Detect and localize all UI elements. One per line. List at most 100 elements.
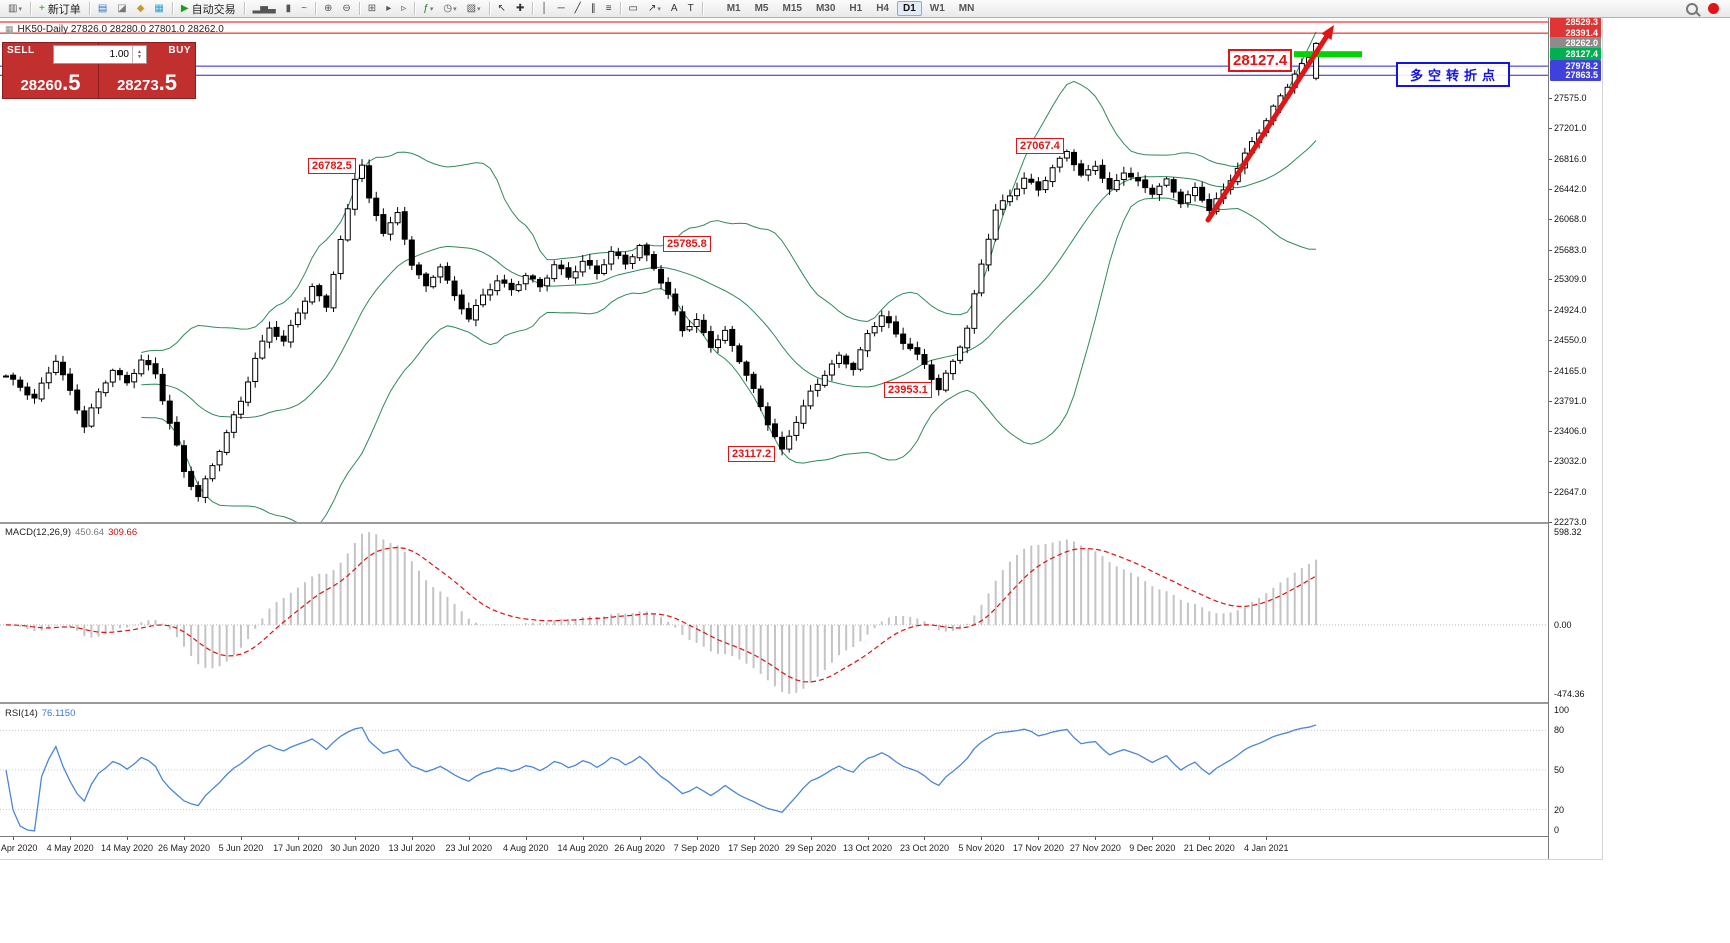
toolbar-separator (619, 2, 621, 15)
price-tick: 26442.0 (1554, 183, 1587, 194)
date-tick-mark (810, 837, 812, 840)
volume-spinner[interactable]: ▲ ▼ (132, 46, 146, 63)
toolbar-separator (88, 2, 90, 15)
timeframe-mn[interactable]: MN (958, 3, 975, 14)
price-tick: 24550.0 (1554, 335, 1587, 346)
price-tick-mark (1549, 492, 1552, 494)
shapes-icon[interactable]: ▭ (625, 0, 642, 17)
vertical-line-icon[interactable]: │ (537, 0, 551, 17)
tile-windows-icon[interactable]: ⊞ (364, 0, 380, 17)
timeframe-m15[interactable]: M15 (782, 3, 802, 14)
date-label: 13 Jul 2020 (388, 843, 436, 853)
price-annotation-27067.4[interactable]: 27067.4 (1016, 138, 1064, 154)
auto-scroll-icon: ▸ (386, 2, 392, 14)
note-box[interactable]: 多空转折点 (1396, 62, 1511, 87)
rsi-indicator-label: RSI(14) 76.1150 (5, 708, 75, 719)
price-tick-mark (1549, 310, 1552, 312)
horizontal-line-icon[interactable]: ─ (554, 0, 569, 17)
trendline-icon[interactable]: ╱ (571, 0, 585, 17)
date-tick-mark (240, 837, 242, 840)
price-tag-28127.4: 28127.4 (1550, 48, 1601, 61)
date-tick-mark (639, 837, 641, 840)
timeframe-m30[interactable]: M30 (815, 3, 836, 14)
notification-badge[interactable] (1708, 3, 1719, 14)
rsi-pane-separator[interactable] (0, 702, 1602, 705)
data-window-icon[interactable]: ◪ (113, 0, 130, 17)
terminal-icon[interactable]: ▦ (150, 0, 167, 17)
volume-control: ▲ ▼ (53, 45, 147, 64)
date-tick-mark (354, 837, 356, 840)
periods-icon: ◷ (443, 2, 453, 14)
price-tick-mark (1549, 340, 1552, 342)
auto-scroll-icon[interactable]: ▸ (382, 0, 395, 17)
templates-icon[interactable]: ▧ ▾ (463, 0, 485, 17)
zoom-out-icon[interactable]: ⊖ (338, 0, 354, 17)
candlestick-chart-icon[interactable]: ▮ (282, 0, 296, 17)
autotrading-button[interactable]: ▶ 自动交易 (177, 0, 240, 17)
text-label-icon[interactable]: T (684, 0, 698, 17)
price-annotation-25785.8[interactable]: 25785.8 (663, 236, 711, 252)
spinner-down-icon[interactable]: ▼ (137, 53, 142, 60)
crosshair-icon[interactable]: ✚ (512, 0, 528, 17)
fibonacci-icon[interactable]: ≡ (602, 0, 616, 17)
buy-button[interactable]: BUY 28273.5 (99, 43, 195, 98)
timeframe-m1[interactable]: M1 (726, 3, 741, 14)
toolbar-separator (488, 2, 490, 15)
timeframe-h4[interactable]: H4 (876, 3, 889, 14)
line-chart-icon[interactable]: ~ (297, 0, 311, 17)
market-watch-icon[interactable]: ▤ (94, 0, 111, 17)
dropdown-caret-icon: ▾ (657, 5, 661, 13)
vertical-line-icon: │ (541, 2, 548, 14)
market-watch-icon: ▤ (97, 2, 108, 14)
price-tick: 26816.0 (1554, 153, 1587, 164)
text-label-icon: T (687, 2, 694, 14)
arrows-icon[interactable]: ↗ ▾ (644, 0, 665, 17)
macd-pane-separator[interactable] (0, 522, 1602, 525)
volume-input[interactable] (54, 48, 132, 61)
cursor-icon[interactable]: ↖ (494, 0, 510, 17)
timeframe-h1[interactable]: H1 (849, 3, 863, 14)
search-icon[interactable] (1686, 2, 1698, 15)
chart-shift-icon[interactable]: ▹ (397, 0, 410, 17)
rsi-chart[interactable] (0, 704, 1548, 836)
timeframe-m5[interactable]: M5 (754, 3, 769, 14)
new-order-button[interactable]: + 新订单 (35, 0, 85, 17)
bar-chart-icon: ▂▅▃ (252, 2, 276, 14)
date-label: 4 May 2020 (46, 843, 94, 853)
toolbar-separator (29, 2, 31, 15)
timeframe-w1[interactable]: W1 (929, 3, 945, 14)
price-tag-28262.0: 28262.0 (1550, 37, 1601, 50)
periods-icon[interactable]: ◷ ▾ (439, 0, 460, 17)
date-tick-mark (924, 837, 926, 840)
trend-arrow-head (1321, 25, 1334, 41)
text-icon[interactable]: A (667, 0, 682, 17)
zoom-in-icon[interactable]: ⊕ (320, 0, 336, 17)
price-annotation-23953.1[interactable]: 23953.1 (884, 382, 932, 398)
date-label: 26 Aug 2020 (614, 843, 665, 853)
autotrading-button-label: 自动交易 (191, 3, 236, 16)
navigator-icon[interactable]: ◆ (133, 0, 149, 17)
price-annotation-23117.2[interactable]: 23117.2 (728, 446, 776, 462)
date-label: 23 Oct 2020 (899, 843, 949, 853)
macd-chart[interactable] (0, 524, 1548, 702)
price-axis[interactable]: 27575.0 27201.0 26816.0 26442.0 26068.0 25683… (1548, 18, 1602, 859)
channel-icon[interactable]: ∥ (587, 0, 600, 17)
price-annotation-26782.5[interactable]: 26782.5 (308, 158, 356, 174)
fibonacci-icon: ≡ (605, 2, 612, 14)
price-tick: 25309.0 (1554, 274, 1587, 285)
new-chart-icon[interactable]: ▥ ▾ (4, 0, 26, 17)
date-tick-mark (1152, 837, 1154, 840)
macd-indicator-label: MACD(12,26,9) 450.64 309.66 (5, 527, 137, 538)
timeframe-d1[interactable]: D1 (897, 1, 922, 16)
price-annotation-28127.4[interactable]: 28127.4 (1228, 49, 1293, 72)
date-tick-mark (1209, 837, 1211, 840)
date-tick-mark (127, 837, 129, 840)
bar-chart-icon[interactable]: ▂▅▃ (249, 0, 280, 17)
indicators-icon[interactable]: ƒ ▾ (419, 0, 437, 17)
spinner-up-icon[interactable]: ▲ (137, 48, 142, 55)
green-highlight-zone (1294, 51, 1362, 58)
price-chart[interactable] (0, 18, 1548, 522)
date-label: 7 Sep 2020 (673, 843, 720, 853)
data-window-icon: ◪ (117, 2, 127, 14)
